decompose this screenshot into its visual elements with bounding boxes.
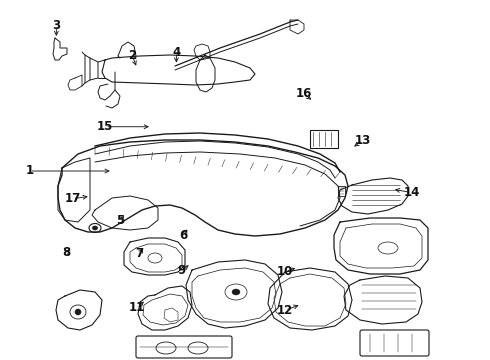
- Text: 15: 15: [97, 120, 114, 133]
- Text: 13: 13: [354, 134, 371, 147]
- Text: 9: 9: [177, 264, 185, 277]
- Text: 16: 16: [295, 87, 312, 100]
- Text: 14: 14: [403, 186, 420, 199]
- Text: 8: 8: [62, 246, 70, 259]
- FancyBboxPatch shape: [360, 330, 429, 356]
- Text: 7: 7: [136, 247, 144, 260]
- Text: 3: 3: [52, 19, 60, 32]
- Bar: [310, 130, 338, 148]
- Ellipse shape: [75, 309, 81, 315]
- Text: 11: 11: [129, 301, 146, 314]
- Text: 2: 2: [128, 49, 136, 62]
- Ellipse shape: [93, 226, 98, 230]
- Text: 6: 6: [180, 229, 188, 242]
- Text: 1: 1: [25, 165, 33, 177]
- Text: 17: 17: [64, 192, 81, 205]
- FancyBboxPatch shape: [136, 336, 232, 358]
- Text: 4: 4: [172, 46, 180, 59]
- Ellipse shape: [232, 289, 240, 295]
- Text: 10: 10: [277, 265, 294, 278]
- Text: 5: 5: [116, 214, 124, 227]
- Text: 12: 12: [277, 304, 294, 317]
